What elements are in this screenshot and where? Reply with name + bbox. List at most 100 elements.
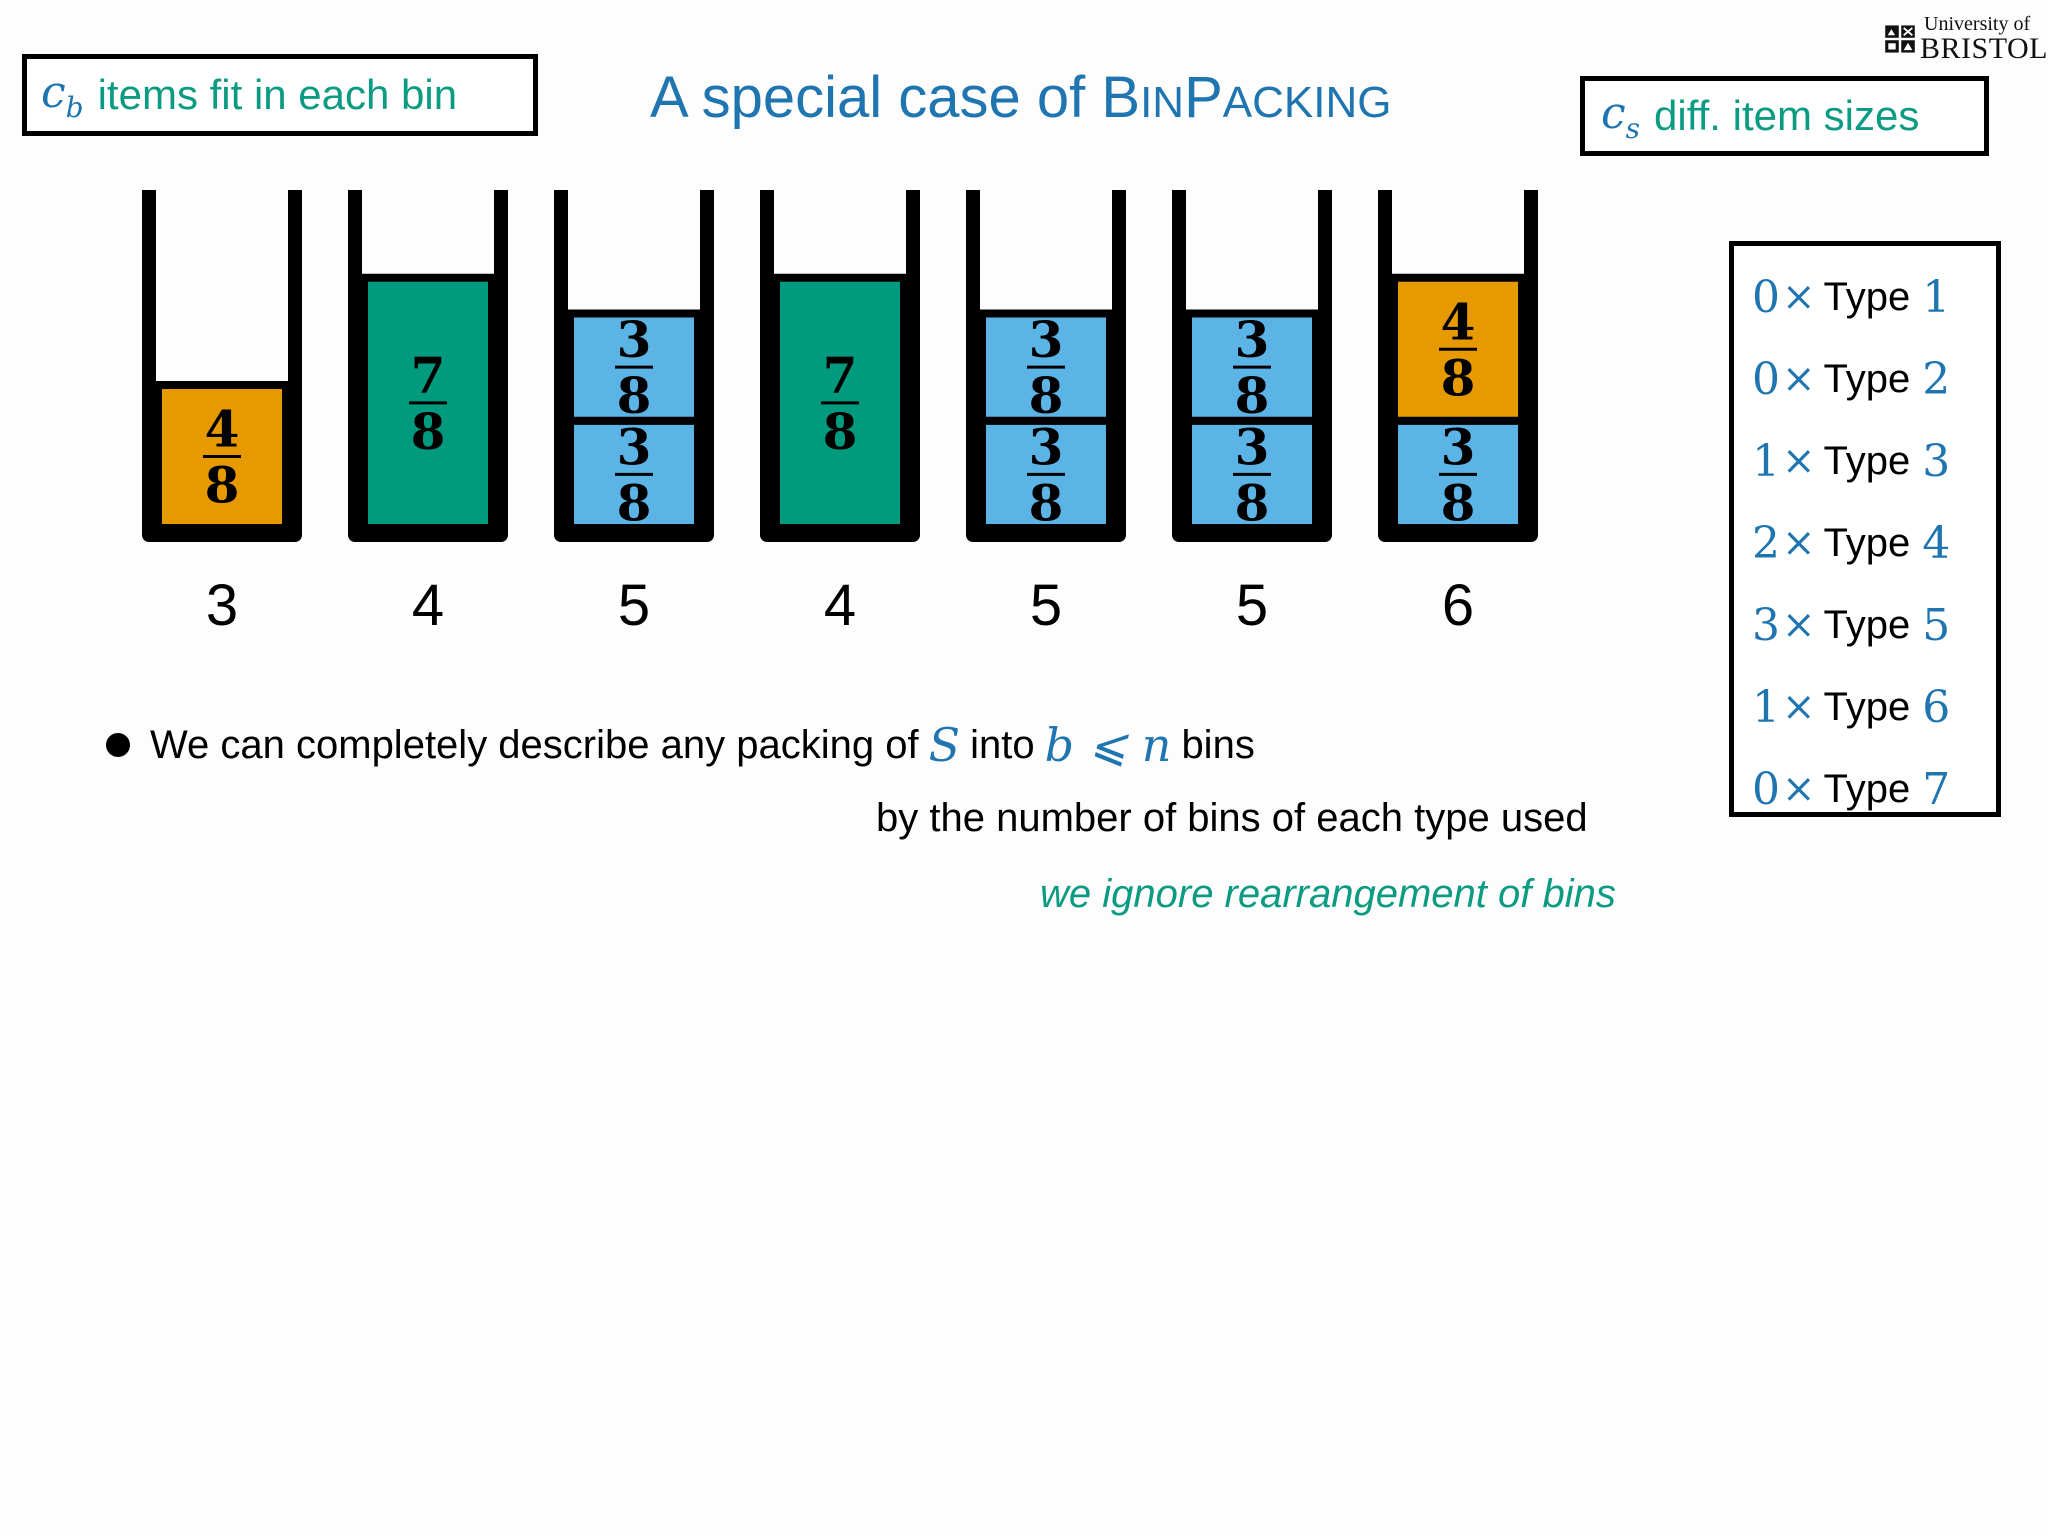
logo-line2: BRISTOL <box>1920 32 2048 65</box>
times-symbol: × <box>1782 274 1816 320</box>
type-index: 3 <box>1922 435 1951 487</box>
times-symbol: × <box>1782 766 1816 812</box>
type-count-row: 0 × Type 2 <box>1752 338 1996 420</box>
bin-type-label: 4 <box>412 573 444 638</box>
slide-title: A special case of BINPACKING <box>650 65 1392 130</box>
type-word: Type <box>1823 684 1911 729</box>
fraction-denominator: 8 <box>1029 366 1064 425</box>
bin-type-label: 5 <box>618 573 650 638</box>
bin-walls <box>348 190 508 542</box>
bin-type-label: 5 <box>1236 573 1268 638</box>
fraction-numerator: 4 <box>1441 292 1476 351</box>
bin-type-label: 6 <box>1442 573 1474 638</box>
type-index: 5 <box>1922 599 1951 651</box>
bin-type-label: 5 <box>1030 573 1062 638</box>
type-count-number: 3 <box>1752 599 1780 651</box>
bin-walls <box>554 190 714 542</box>
fraction-numerator: 7 <box>823 346 858 405</box>
cs-text: diff. item sizes <box>1654 92 1920 139</box>
fraction-numerator: 3 <box>1029 310 1064 369</box>
b-leq-n-symbol: b ⩽ n <box>1044 718 1172 772</box>
logo-line1: University of <box>1924 13 2031 35</box>
bullet-text-part3: bins <box>1181 722 1255 767</box>
times-symbol: × <box>1782 602 1816 648</box>
type-index: 4 <box>1922 517 1951 569</box>
fraction-denominator: 8 <box>1441 473 1476 532</box>
type-count-number: 1 <box>1752 681 1780 733</box>
set-s-symbol: S <box>928 718 961 772</box>
type-count-number: 2 <box>1752 517 1780 569</box>
bristol-crest-icon <box>1885 25 1915 53</box>
item-sizes-box: cs diff. item sizes <box>1580 76 1989 156</box>
type-count-row: 3 × Type 5 <box>1752 584 1996 666</box>
fraction-denominator: 8 <box>1235 366 1270 425</box>
times-symbol: × <box>1782 684 1816 730</box>
fraction-numerator: 3 <box>1235 417 1270 476</box>
note-text: we ignore rearrangement of bins <box>1040 872 1616 916</box>
fraction-denominator: 8 <box>411 402 446 461</box>
bullet-text-part1: We can completely describe any packing o… <box>150 722 919 767</box>
fraction-numerator: 3 <box>617 417 652 476</box>
type-count-number: 0 <box>1752 353 1780 405</box>
bullet-dot-icon <box>106 733 130 757</box>
bin: 78 4 <box>348 190 508 638</box>
type-count-number: 1 <box>1752 435 1780 487</box>
fraction-numerator: 3 <box>617 310 652 369</box>
bullet-point: We can completely describe any packing o… <box>106 718 1255 772</box>
bin-type-label: 4 <box>824 573 856 638</box>
type-count-row: 1 × Type 6 <box>1752 666 1996 748</box>
times-symbol: × <box>1782 520 1816 566</box>
type-count-row: 2 × Type 4 <box>1752 502 1996 584</box>
fraction-denominator: 8 <box>617 366 652 425</box>
fraction-numerator: 3 <box>1441 417 1476 476</box>
type-word: Type <box>1823 766 1911 811</box>
fraction-numerator: 4 <box>205 400 240 459</box>
type-word: Type <box>1823 274 1911 319</box>
cs-symbol: cs <box>1601 87 1641 145</box>
type-count-number: 0 <box>1752 763 1780 815</box>
bin-walls <box>966 190 1126 542</box>
type-index: 6 <box>1922 681 1951 733</box>
bullet-text-part2: into <box>970 722 1035 767</box>
fraction-denominator: 8 <box>617 473 652 532</box>
bin-walls <box>142 190 302 542</box>
type-word: Type <box>1823 520 1911 565</box>
fraction-numerator: 3 <box>1029 417 1064 476</box>
cb-symbol: cb <box>41 66 84 124</box>
type-index: 1 <box>1922 271 1951 323</box>
fraction-denominator: 8 <box>205 456 240 515</box>
bin: 48 3 <box>142 190 302 638</box>
fraction-denominator: 8 <box>1029 473 1064 532</box>
fraction-denominator: 8 <box>1235 473 1270 532</box>
type-count-row: 0 × Type 1 <box>1752 256 1996 338</box>
type-word: Type <box>1823 602 1911 647</box>
type-count-row: 0 × Type 7 <box>1752 748 1996 830</box>
type-counts-box: 0 × Type 1 0 × Type 2 1 × Type 3 2 × Type 4 3 × Type 5 1 × Typ… <box>1729 241 2001 817</box>
times-symbol: × <box>1782 356 1816 402</box>
fraction-denominator: 8 <box>1441 348 1476 407</box>
bin: 78 4 <box>760 190 920 638</box>
type-index: 2 <box>1922 353 1951 405</box>
cb-text: items fit in each bin <box>97 71 458 118</box>
bin-capacity-box: cb items fit in each bin <box>22 54 538 136</box>
bin-walls <box>760 190 920 542</box>
fraction-numerator: 7 <box>411 346 446 405</box>
university-logo: University of BRISTOL <box>1884 12 2048 66</box>
bullet-continuation: by the number of bins of each type used <box>876 796 1588 840</box>
bin-walls <box>1172 190 1332 542</box>
type-word: Type <box>1823 356 1911 401</box>
bin-type-label: 3 <box>206 573 238 638</box>
type-count-number: 0 <box>1752 271 1780 323</box>
type-count-row: 1 × Type 3 <box>1752 420 1996 502</box>
bin-walls <box>1378 190 1538 542</box>
type-index: 7 <box>1922 763 1951 815</box>
fraction-denominator: 8 <box>823 402 858 461</box>
fraction-numerator: 3 <box>1235 310 1270 369</box>
times-symbol: × <box>1782 438 1816 484</box>
type-word: Type <box>1823 438 1911 483</box>
